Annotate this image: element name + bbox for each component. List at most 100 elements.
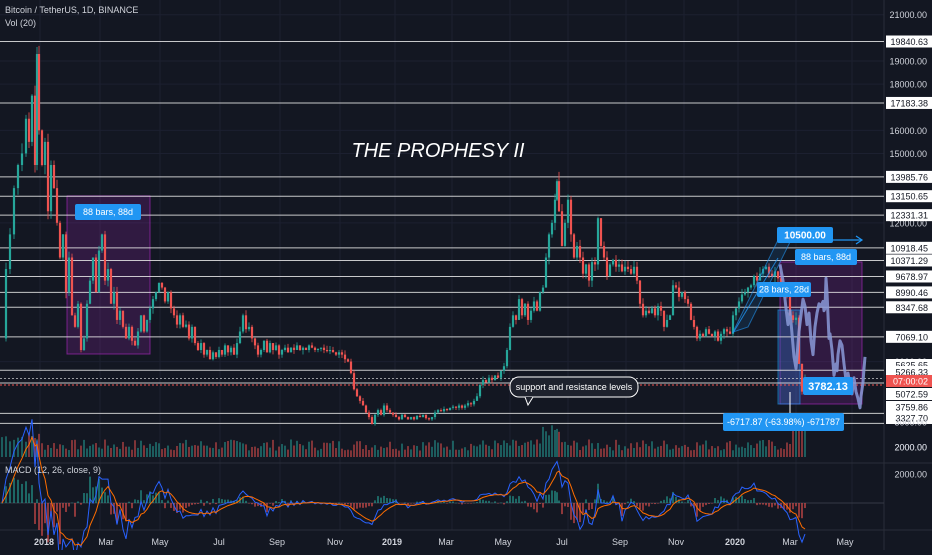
candle-body: [136, 331, 140, 346]
volume-bar: [308, 441, 310, 457]
candle-body: [590, 262, 594, 281]
candle-body: [229, 347, 233, 353]
macd-hist-bar: [747, 500, 749, 503]
candle-body: [731, 315, 735, 334]
volume-bar: [266, 442, 268, 457]
candle-body: [43, 141, 47, 165]
macd-hist-bar: [89, 476, 91, 503]
macd-hist-bar: [648, 503, 650, 507]
candle-body: [394, 414, 398, 418]
macd-hist-bar: [551, 490, 553, 503]
volume-bar: [500, 445, 502, 457]
candle-body: [328, 350, 332, 352]
candle-body: [274, 345, 278, 350]
volume-bar: [564, 441, 566, 457]
volume-bar: [368, 450, 370, 457]
candle-body: [124, 326, 128, 339]
volume-bar: [13, 439, 15, 457]
volume-bar: [31, 435, 33, 457]
volume-bar: [311, 440, 313, 457]
macd-hist-bar: [152, 495, 154, 503]
candle-body: [178, 315, 182, 325]
candle-body: [157, 282, 161, 293]
macd-hist-bar: [209, 503, 211, 505]
level-tag-label: 10371.29: [890, 256, 928, 266]
macd-hist-bar: [518, 496, 520, 503]
volume-bar: [194, 445, 196, 457]
volume-bar: [527, 441, 529, 457]
volume-bar: [164, 448, 166, 457]
candle-body: [76, 303, 80, 327]
candle-body: [647, 310, 651, 313]
callout-bubble: [509, 376, 639, 398]
level-tag-bg: [886, 190, 932, 203]
volume-bar: [80, 445, 82, 457]
candle-body: [403, 414, 407, 418]
candle-body: [593, 262, 597, 265]
volume-bar: [284, 445, 286, 457]
macd-hist-bar: [645, 503, 647, 506]
volume-bar: [551, 425, 553, 457]
volume-bar: [693, 449, 695, 457]
macd-hist-bar: [53, 503, 55, 528]
volume-bar: [110, 447, 112, 457]
macd-hist-bar: [792, 503, 794, 510]
volume-bar: [780, 448, 782, 457]
target-arrow-head: [855, 235, 864, 245]
candle-body: [388, 410, 392, 413]
macd-hist-bar: [25, 481, 27, 503]
volume-bar: [143, 445, 145, 457]
level-tag-label: 5266.33: [895, 368, 928, 378]
macd-hist-bar: [47, 503, 49, 543]
candle-body: [325, 350, 329, 352]
candle-body: [310, 345, 314, 348]
macd-hist-bar: [630, 498, 632, 503]
volume-bar: [672, 448, 674, 457]
macd-hist-bar: [464, 503, 466, 504]
candle-body: [127, 326, 131, 339]
macd-hist-bar: [570, 503, 572, 520]
candle-body: [20, 153, 24, 165]
candle-body: [400, 414, 404, 420]
candle-body: [424, 414, 428, 419]
volume-bar: [699, 445, 701, 457]
macd-hist-bar: [50, 503, 52, 514]
macd-tick-label: 2000.00: [894, 470, 927, 480]
price-tick-label: 15000.00: [889, 149, 927, 159]
candle-body: [572, 234, 576, 258]
volume-bar: [545, 431, 547, 457]
level-tag-label: 8347.68: [895, 303, 928, 313]
price-tick-label: 12000.00: [889, 218, 927, 228]
candle-body: [373, 414, 377, 424]
volume-bar: [642, 440, 644, 457]
candle-body: [436, 410, 440, 413]
candle-body: [37, 54, 41, 131]
volume-bar: [182, 443, 184, 457]
macd-hist-bar: [714, 498, 716, 503]
volume-bar: [464, 447, 466, 457]
candle-body: [409, 417, 413, 420]
volume-bar: [660, 445, 662, 457]
volume-bar: [515, 440, 517, 457]
macd-hist-bar: [762, 503, 764, 505]
macd-hist-bar: [227, 499, 229, 503]
volume-bar: [801, 426, 803, 457]
volume-bar: [386, 447, 388, 457]
candle-body: [644, 310, 648, 316]
range-label-1-box: [75, 204, 141, 220]
volume-bar: [741, 446, 743, 457]
macd-hist-bar: [77, 501, 79, 503]
volume-indicator-label: Vol (20): [5, 18, 36, 28]
volume-bar: [116, 446, 118, 457]
macd-hist-bar: [558, 500, 560, 503]
macd-hist-bar: [143, 500, 145, 503]
volume-bar: [125, 446, 127, 457]
volume-bar: [762, 439, 764, 457]
candle-body: [719, 333, 723, 341]
macd-hist-bar: [155, 492, 157, 503]
volume-bar: [173, 450, 175, 457]
macd-hist-bar: [660, 500, 662, 503]
volume-bar: [161, 449, 163, 457]
volume-bar: [434, 440, 436, 457]
